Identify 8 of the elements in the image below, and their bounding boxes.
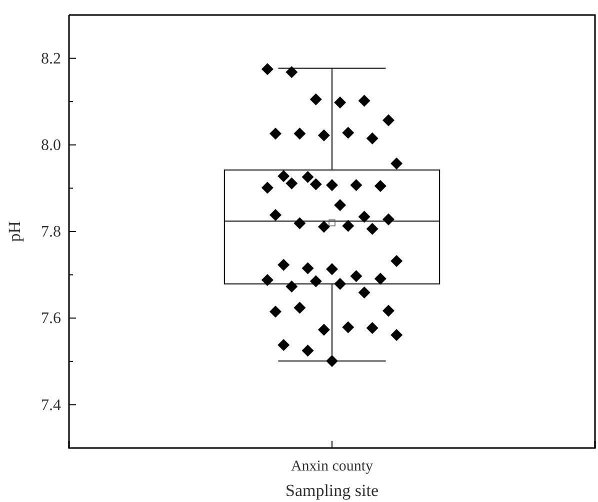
y-tick-label: 8.2 — [41, 50, 61, 68]
y-tick-label: 7.6 — [41, 310, 61, 328]
y-tick-label: 7.4 — [41, 396, 61, 414]
y-axis-title: pH — [5, 221, 24, 242]
y-tick-label: 8.0 — [41, 137, 61, 154]
x-tick-label: Anxin county — [290, 458, 374, 475]
y-tick-label: 7.8 — [41, 224, 61, 241]
x-axis-title: Sampling site — [285, 481, 379, 500]
